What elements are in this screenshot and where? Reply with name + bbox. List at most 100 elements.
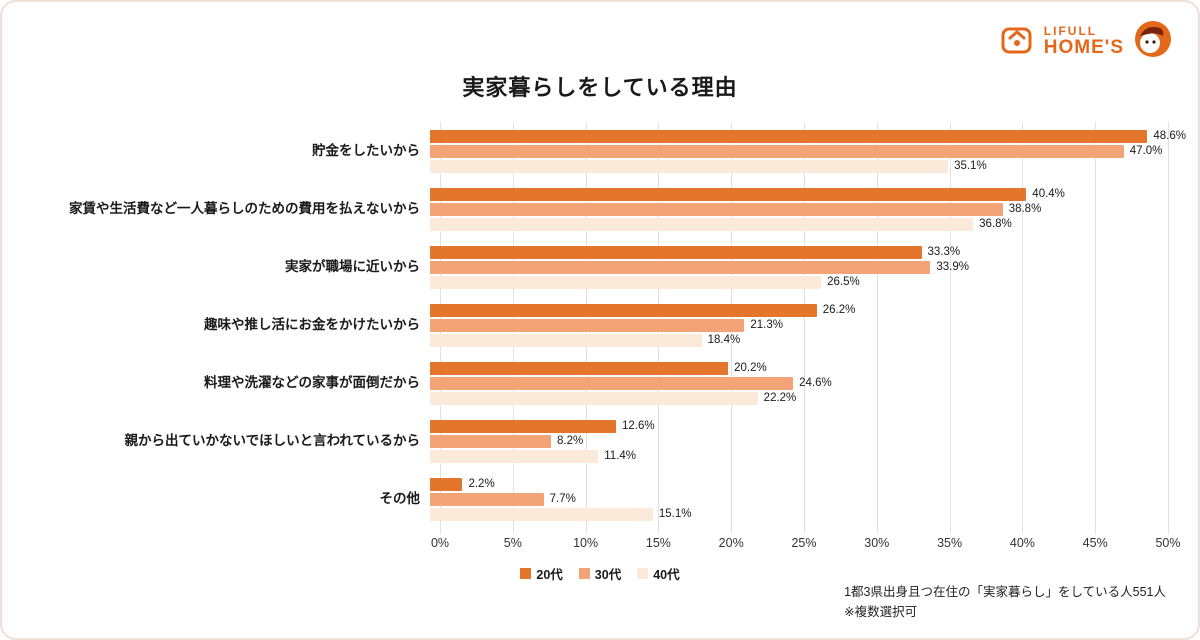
bar-value-label: 7.7%	[549, 492, 576, 505]
bar-chart: 貯金をしたいから 48.6% 47.0% 35.1% 家賃や生活費など一人暮らしのための…	[32, 122, 1186, 583]
bar-40代	[430, 391, 758, 405]
bar-line: 26.2%	[430, 303, 1168, 317]
axis-tick: 5%	[503, 536, 522, 550]
bar-value-label: 36.8%	[979, 217, 1012, 230]
bar-30代	[430, 260, 931, 274]
bar-40代	[430, 333, 702, 347]
bar-value-label: 47.0%	[1129, 144, 1163, 157]
bar-line: 20.2%	[430, 361, 1168, 375]
bar-line: 22.2%	[430, 391, 1168, 405]
chart-row: 料理や洗濯などの家事が面倒だから 20.2% 24.6% 22.2%	[32, 354, 1168, 412]
category-label: 料理や洗濯などの家事が面倒だから	[204, 374, 420, 390]
bar-line: 26.5%	[430, 275, 1168, 289]
bar-line: 48.6%	[430, 129, 1186, 143]
axis-tick: 25%	[791, 536, 817, 550]
brand-name: LIFULL HOME'S	[1044, 25, 1124, 58]
bar-group: 12.6% 8.2% 11.4%	[430, 412, 1168, 470]
bar-value-label: 48.6%	[1153, 129, 1186, 142]
bar-line: 36.8%	[430, 217, 1168, 231]
bar-40代	[430, 275, 822, 289]
bar-value-label: 8.2%	[557, 434, 584, 447]
bar-value-label: 26.2%	[822, 303, 856, 316]
axis-tick: 30%	[864, 536, 890, 550]
bar-value-label: 18.4%	[707, 333, 741, 346]
footnote: 1都3県出身且つ在住の「実家暮らし」をしている人551人 ※複数選択可	[844, 583, 1166, 622]
page-title: 実家暮らしをしている理由	[462, 75, 738, 100]
chart-row: 家賃や生活費など一人暮らしのための費用を払えないから 40.4% 38.8% 36.8…	[32, 180, 1168, 238]
axis-tick: 10%	[573, 536, 599, 550]
bar-group: 40.4% 38.8% 36.8%	[430, 180, 1168, 238]
axis-tick: 45%	[1082, 536, 1108, 550]
bar-value-label: 20.2%	[734, 361, 767, 374]
brand-name-bottom: HOME'S	[1043, 36, 1124, 58]
bar-20代	[430, 129, 1148, 143]
chart-row: 趣味や推し活にお金をかけたいから 26.2% 21.3% 18.4%	[32, 296, 1168, 354]
category-label: 親から出ていかないでほしいと言われているから	[124, 432, 420, 448]
legend-label: 40代	[653, 568, 680, 582]
legend-swatch	[637, 568, 649, 579]
legend-swatch	[578, 568, 590, 579]
footnote-line1: 1都3県出身且つ在住の「実家暮らし」をしている人551人	[844, 585, 1166, 600]
bar-value-label: 24.6%	[799, 376, 832, 389]
brand-name-top: LIFULL	[1043, 24, 1098, 39]
bar-value-label: 26.5%	[827, 275, 860, 288]
bar-value-label: 15.1%	[658, 507, 692, 520]
bar-20代	[430, 419, 616, 433]
chart-row: 親から出ていかないでほしいと言われているから 12.6% 8.2% 11.4%	[32, 412, 1168, 470]
chart-row: 貯金をしたいから 48.6% 47.0% 35.1%	[32, 122, 1186, 180]
bar-line: 33.9%	[430, 260, 1168, 274]
legend-item: 40代	[637, 564, 680, 583]
legend-item: 30代	[578, 564, 621, 583]
x-axis: 0% 5% 10% 15% 20% 25% 30% 35% 40% 45% 50%	[431, 534, 1181, 556]
bar-line: 8.2%	[430, 434, 1168, 448]
bar-group: 48.6% 47.0% 35.1%	[430, 122, 1186, 180]
bar-line: 33.3%	[430, 245, 1168, 259]
legend-label: 20代	[536, 568, 563, 582]
mascot-icon	[1134, 20, 1172, 63]
category-label: 趣味や推し活にお金をかけたいから	[204, 316, 420, 332]
bar-value-label: 11.4%	[604, 449, 637, 462]
gridline	[1168, 122, 1169, 534]
bar-value-label: 22.2%	[763, 391, 797, 404]
brand-logo: LIFULL HOME'S	[1000, 20, 1172, 63]
bar-value-label: 12.6%	[621, 419, 655, 432]
bar-value-label: 35.1%	[954, 159, 987, 172]
bar-20代	[430, 361, 729, 375]
bar-line: 12.6%	[430, 419, 1168, 433]
axis-tick: 50%	[1155, 536, 1181, 550]
category-label: 貯金をしたいから	[312, 142, 420, 158]
bar-20代	[430, 187, 1027, 201]
bar-20代	[430, 477, 463, 491]
bar-line: 2.2%	[430, 477, 1168, 491]
bar-20代	[430, 303, 817, 317]
bar-20代	[430, 245, 922, 259]
bar-line: 21.3%	[430, 318, 1168, 332]
bar-value-label: 2.2%	[468, 477, 495, 490]
chart-rows: 貯金をしたいから 48.6% 47.0% 35.1% 家賃や生活費など一人暮らしのための…	[32, 122, 1186, 528]
chart-plot-area: 貯金をしたいから 48.6% 47.0% 35.1% 家賃や生活費など一人暮らしのための…	[32, 122, 1186, 534]
bar-30代	[430, 492, 544, 506]
category-label: 家賃や生活費など一人暮らしのための費用を払えないから	[69, 200, 420, 216]
bar-line: 38.8%	[430, 202, 1168, 216]
bar-30代	[430, 202, 1003, 216]
bar-line: 18.4%	[430, 333, 1168, 347]
bar-value-label: 33.3%	[927, 245, 961, 258]
legend-item: 20代	[520, 564, 563, 583]
bar-group: 26.2% 21.3% 18.4%	[430, 296, 1168, 354]
legend-swatch	[520, 568, 532, 579]
axis-tick: 20%	[718, 536, 744, 550]
bar-line: 24.6%	[430, 376, 1168, 390]
home-icon	[1000, 22, 1034, 61]
category-label: 実家が職場に近いから	[285, 258, 420, 274]
bar-line: 40.4%	[430, 187, 1168, 201]
bar-line: 35.1%	[430, 159, 1168, 173]
bar-line: 15.1%	[430, 507, 1168, 521]
bar-value-label: 33.9%	[936, 260, 969, 273]
bar-30代	[430, 434, 552, 448]
axis-tick: 15%	[645, 536, 671, 550]
bar-value-label: 21.3%	[750, 318, 783, 331]
axis-tick: 35%	[937, 536, 963, 550]
bar-value-label: 40.4%	[1032, 187, 1065, 200]
axis-tick: 0%	[430, 536, 450, 550]
